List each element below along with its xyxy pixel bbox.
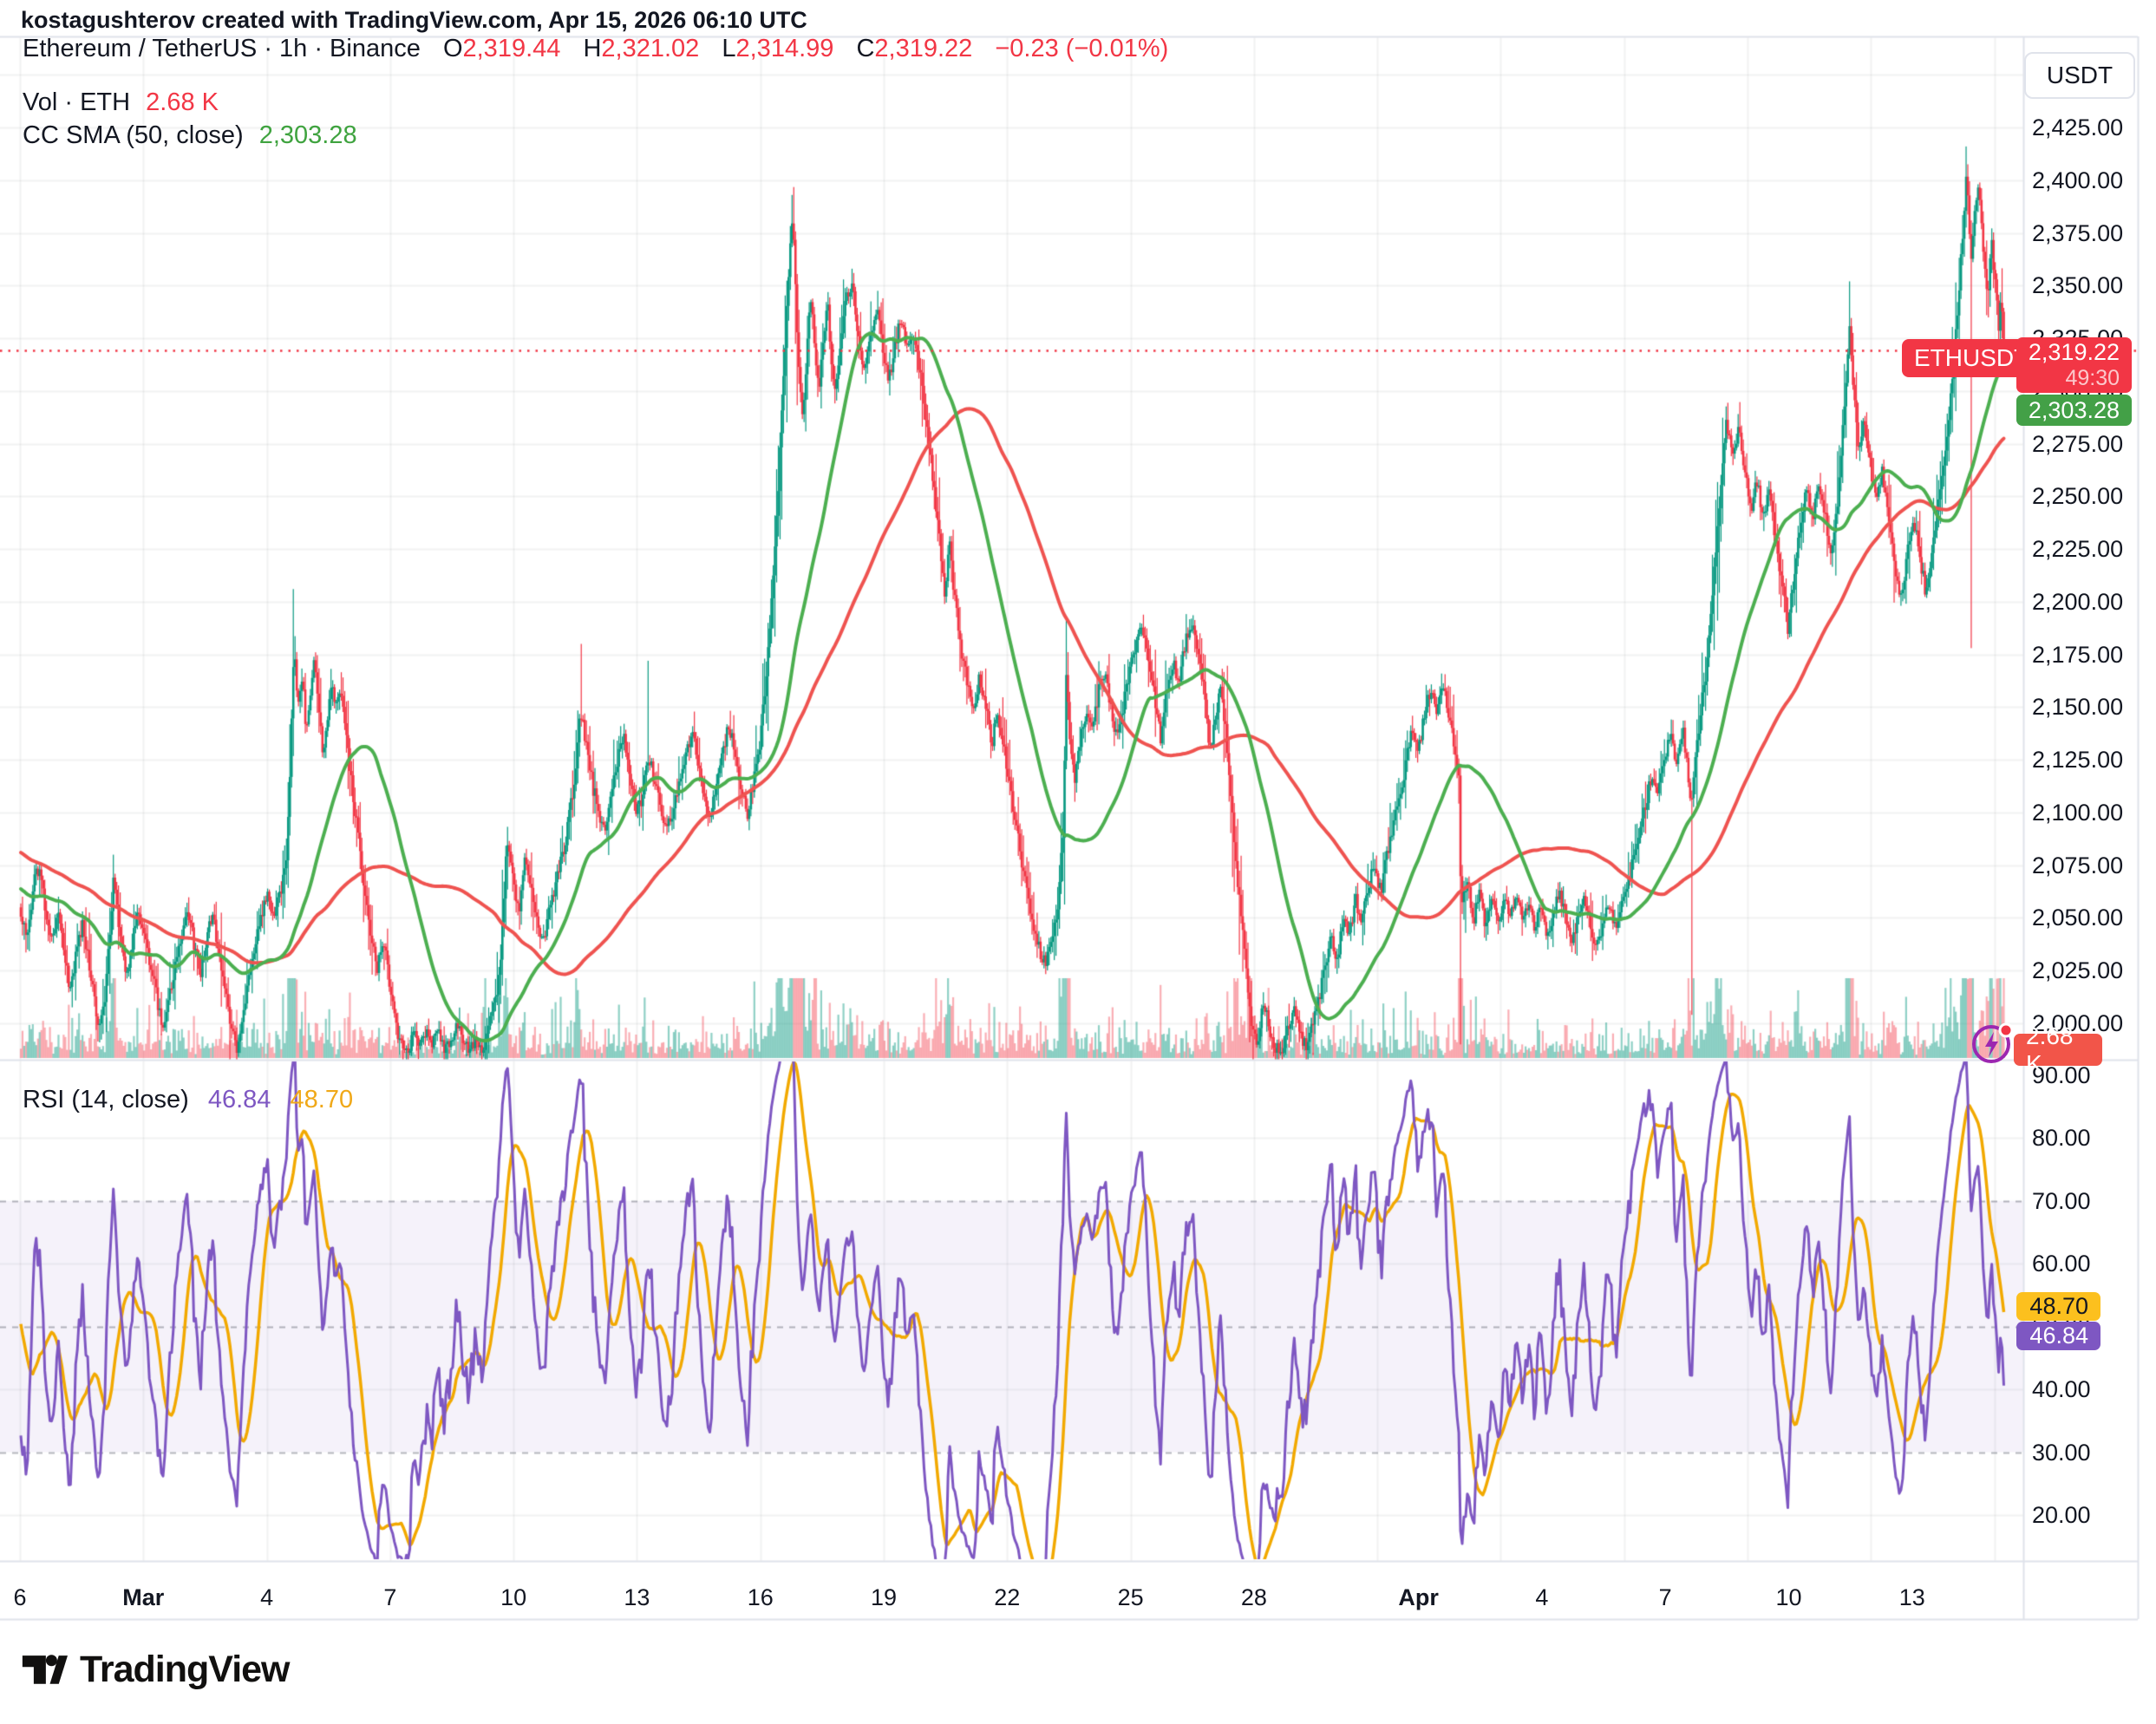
rsi-axis-label: 70.00: [2032, 1187, 2091, 1214]
rsi-legend: RSI (14, close) 46.84 48.70: [23, 1086, 353, 1114]
rsi-value: 46.84: [207, 1086, 271, 1113]
price-axis-label: 2,400.00: [2032, 167, 2124, 193]
time-axis-label: 22: [994, 1584, 1021, 1610]
ohlc-high-value: 2,321.02: [601, 35, 700, 62]
time-axis-label: 13: [624, 1584, 650, 1610]
ohlc-close-value: 2,319.22: [874, 35, 973, 62]
tradingview-logo[interactable]: TradingView: [21, 1646, 290, 1693]
time-axis-label: Mar: [122, 1584, 165, 1610]
time-axis-label: 16: [747, 1584, 774, 1610]
rsi-ma-value: 48.70: [290, 1086, 354, 1113]
tradingview-logo-text: TradingView: [80, 1648, 290, 1690]
sma-value: 2,303.28: [258, 121, 357, 149]
price-axis-label: 2,225.00: [2032, 536, 2124, 563]
time-axis-label: 4: [1535, 1584, 1549, 1610]
last-price-value: 2,319.22: [2028, 339, 2120, 365]
rsi-label: RSI (14, close): [23, 1086, 189, 1113]
price-axis-label: 2,125.00: [2032, 747, 2124, 774]
time-axis-label: 28: [1240, 1584, 1267, 1610]
volume-badge: 2.68 K: [2014, 1022, 2102, 1077]
ohlc-low-label: L: [722, 35, 736, 62]
currency-toggle-button[interactable]: USDT: [2024, 52, 2135, 99]
price-axis-label: 2,000.00: [2032, 1010, 2124, 1036]
volume-label: Vol · ETH: [23, 88, 131, 116]
rsi-axis-label: 40.00: [2032, 1376, 2091, 1403]
price-axis-label: 2,150.00: [2032, 694, 2124, 721]
ohlc-close-label: C: [856, 35, 875, 62]
sma-legend: CC SMA (50, close) 2,303.28: [23, 121, 357, 150]
rsi-axis-label: 60.00: [2032, 1251, 2091, 1277]
symbol-legend: Ethereum / TetherUS · 1h · Binance O2,31…: [23, 35, 1168, 63]
ohlc-open-label: O: [442, 35, 463, 62]
price-axis-label: 2,425.00: [2032, 114, 2124, 140]
time-axis-label: 13: [1898, 1584, 1925, 1610]
tradingview-logo-icon: [22, 1655, 68, 1684]
sma-label: CC SMA (50, close): [23, 121, 244, 149]
time-axis-label: Apr: [1398, 1584, 1439, 1610]
rsi-ma-badge: 48.70: [2016, 1292, 2100, 1321]
rsi-axis-label: 20.00: [2032, 1502, 2091, 1528]
rsi-axis-label: 30.00: [2032, 1439, 2091, 1466]
watermark: kostagushterov created with TradingView.…: [21, 7, 807, 33]
price-axis-label: 2,100.00: [2032, 799, 2124, 826]
time-axis-label: 6: [13, 1584, 27, 1610]
rsi-value-badge: 46.84: [2016, 1322, 2100, 1350]
time-axis-label: 25: [1117, 1584, 1144, 1610]
price-axis-label: 2,050.00: [2032, 904, 2124, 931]
time-axis-label: 7: [383, 1584, 397, 1610]
price-axis-label: 2,200.00: [2032, 588, 2124, 615]
time-axis-label: 10: [500, 1584, 527, 1610]
price-axis-label: 2,350.00: [2032, 272, 2124, 299]
price-axis-label: 2,375.00: [2032, 219, 2124, 246]
spark-icon[interactable]: [1970, 1022, 2016, 1071]
volume-legend: Vol · ETH 2.68 K: [23, 88, 219, 117]
last-price-badge: 2,319.22 49:30: [2016, 337, 2132, 393]
time-axis-label: 19: [870, 1584, 898, 1610]
ohlc-low-value: 2,314.99: [735, 35, 834, 62]
bar-countdown: 49:30: [2065, 366, 2120, 390]
ohlc-open-value: 2,319.44: [462, 35, 561, 62]
price-axis-label: 2,075.00: [2032, 852, 2124, 878]
time-axis-label: 7: [1658, 1584, 1672, 1610]
price-axis-label: 2,025.00: [2032, 957, 2124, 984]
time-axis-label: 10: [1775, 1584, 1802, 1610]
symbol-description: Ethereum / TetherUS · 1h · Binance: [23, 35, 421, 62]
time-axis-label: 4: [260, 1584, 274, 1610]
price-axis-label: 2,275.00: [2032, 430, 2124, 457]
rsi-axis-label: 80.00: [2032, 1125, 2091, 1152]
price-axis-label: 2,175.00: [2032, 641, 2124, 668]
ohlc-high-label: H: [583, 35, 602, 62]
sma-price-badge: 2,303.28: [2016, 395, 2132, 426]
price-axis-label: 2,250.00: [2032, 483, 2124, 510]
volume-value: 2.68 K: [146, 88, 219, 116]
change-value: −0.23 (−0.01%): [995, 35, 1169, 62]
rsi-axis-label: 90.00: [2032, 1062, 2091, 1088]
